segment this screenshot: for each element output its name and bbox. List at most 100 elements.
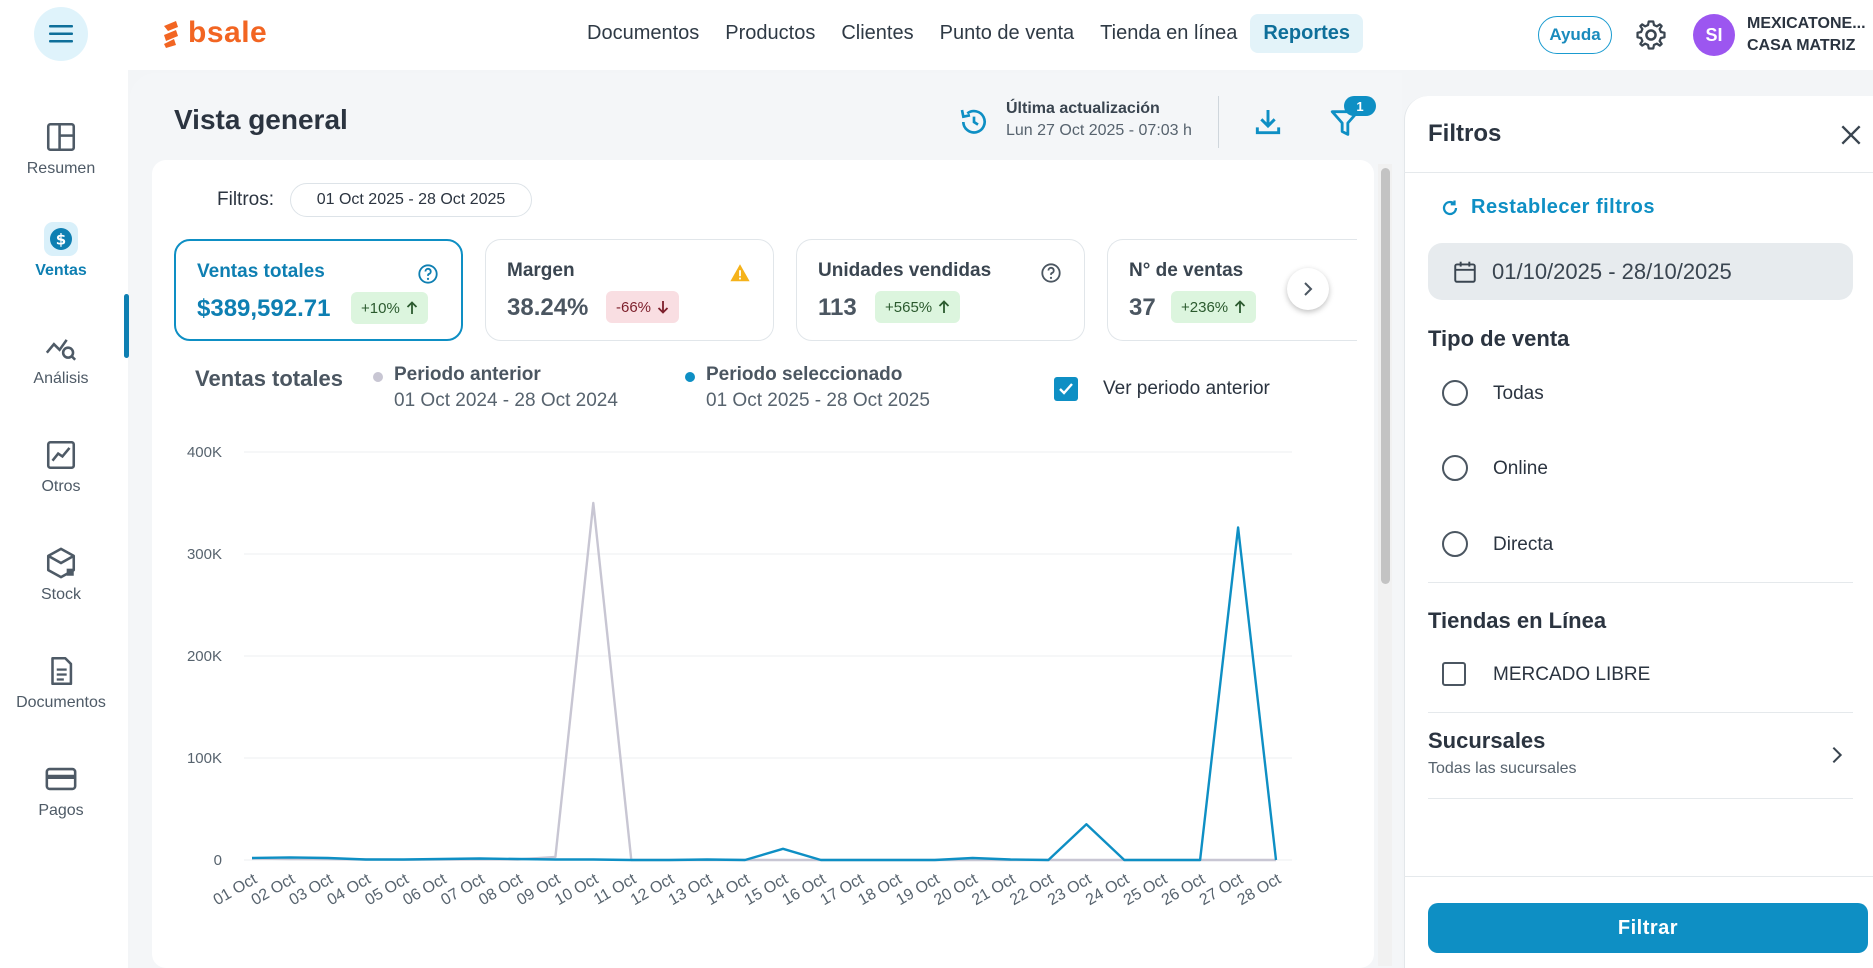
divider	[1404, 172, 1873, 173]
sidebar-item-label: Pagos	[38, 802, 84, 819]
kpi-value: 38.24%	[507, 294, 589, 321]
layout-icon	[46, 122, 76, 152]
help-button[interactable]: Ayuda	[1538, 16, 1612, 54]
kpi-value: 37	[1129, 294, 1156, 321]
sidebar-item-stock[interactable]: Stock	[0, 546, 122, 604]
kpi-title: Ventas totales	[197, 261, 325, 282]
filters-panel-title: Filtros	[1428, 120, 1502, 147]
date-range-value: 01/10/2025 - 28/10/2025	[1492, 258, 1732, 284]
kpi-title: Margen	[507, 260, 575, 281]
sucursales-title[interactable]: Sucursales	[1428, 728, 1546, 753]
update-date: Lun 27 Oct 2025 - 07:03 h	[1006, 122, 1192, 139]
sidebar-item-otros[interactable]: Otros	[0, 438, 122, 496]
kpi-ventas-totales[interactable]: Ventas totales $389,592.71 +10%	[174, 239, 463, 341]
logo-text: bsale	[188, 16, 268, 49]
legend-title: Periodo anterior	[394, 364, 541, 385]
legend-dot	[685, 372, 695, 382]
radio-directa[interactable]	[1442, 531, 1468, 557]
x-tick-label: 10 Oct	[552, 870, 602, 909]
nav-tienda-en-linea[interactable]: Tienda en línea	[1100, 22, 1238, 44]
dollar-icon: $	[44, 222, 78, 256]
help-icon[interactable]	[1040, 262, 1062, 284]
x-tick-label: 28 Oct	[1235, 870, 1285, 909]
mercado-libre-label[interactable]: MERCADO LIBRE	[1493, 664, 1651, 685]
main-nav: Documentos Productos Clientes Punto de v…	[574, 14, 1364, 53]
legend-selected: Periodo seleccionado 01 Oct 2025 - 28 Oc…	[685, 364, 930, 412]
avatar[interactable]: SI	[1693, 14, 1735, 56]
reset-filters-button[interactable]: Restablecer filtros	[1441, 196, 1655, 219]
check-icon	[1059, 383, 1073, 395]
legend-dot	[373, 372, 383, 382]
divider	[1428, 712, 1853, 713]
sidebar-item-documentos[interactable]: Documentos	[0, 654, 122, 712]
active-date-filter[interactable]: 01 Oct 2025 - 28 Oct 2025	[290, 183, 532, 217]
kpi-title: Unidades vendidas	[818, 260, 992, 281]
warning-icon	[730, 264, 750, 282]
sidebar-item-resumen[interactable]: Resumen	[0, 120, 122, 178]
filters-label: Filtros:	[217, 189, 274, 210]
sidebar-item-analisis[interactable]: Análisis	[0, 330, 122, 388]
mercado-libre-checkbox[interactable]	[1442, 662, 1466, 686]
document-icon	[51, 656, 73, 686]
kpi-title: N° de ventas	[1129, 260, 1244, 281]
box-icon	[46, 547, 76, 579]
show-previous-label[interactable]: Ver periodo anterior	[1103, 378, 1270, 399]
sidebar-item-label: Ventas	[35, 262, 87, 279]
menu-button[interactable]	[34, 7, 88, 61]
sidebar-item-label: Stock	[40, 586, 81, 603]
legend-title: Periodo seleccionado	[706, 364, 903, 385]
legend-previous: Periodo anterior 01 Oct 2024 - 28 Oct 20…	[373, 364, 618, 412]
sidebar-item-ventas[interactable]: $ Ventas	[0, 222, 122, 280]
kpi-change-badge: +565%	[875, 291, 961, 323]
sidebar-item-label: Análisis	[33, 370, 89, 387]
divider	[1404, 876, 1873, 877]
download-icon[interactable]	[1252, 106, 1284, 138]
scrollbar-thumb[interactable]	[1381, 168, 1390, 584]
sidebar: Resumen $ Ventas Análisis Otros Stock Do…	[0, 70, 129, 968]
nav-clientes[interactable]: Clientes	[841, 22, 914, 44]
legend-range: 01 Oct 2024 - 28 Oct 2024	[394, 390, 618, 411]
nav-documentos[interactable]: Documentos	[587, 22, 700, 44]
svg-text:$: $	[56, 231, 66, 249]
sidebar-item-label: Documentos	[16, 694, 106, 711]
page-title: Vista general	[174, 104, 348, 135]
chart-title: Ventas totales	[195, 366, 343, 391]
show-previous-checkbox[interactable]	[1054, 377, 1078, 401]
nav-reportes[interactable]: Reportes	[1250, 14, 1364, 53]
kpi-margen[interactable]: Margen 38.24% -66%	[485, 239, 774, 341]
kpi-change-badge: -66%	[606, 291, 680, 323]
arrow-up-icon	[938, 300, 950, 313]
sidebar-item-pagos[interactable]: Pagos	[0, 762, 122, 820]
branch-name: CASA MATRIZ	[1747, 37, 1856, 54]
help-icon[interactable]	[417, 263, 439, 285]
reset-filters-label: Restablecer filtros	[1471, 196, 1656, 218]
tipo-venta-title: Tipo de venta	[1428, 326, 1570, 351]
close-icon[interactable]	[1838, 122, 1864, 148]
gear-icon[interactable]	[1634, 18, 1668, 52]
kpi-change: +10%	[361, 299, 400, 317]
apply-filter-button[interactable]: Filtrar	[1428, 903, 1868, 953]
refresh-icon	[1442, 200, 1458, 215]
tiendas-title: Tiendas en Línea	[1428, 608, 1607, 633]
radio-directa-label[interactable]: Directa	[1493, 534, 1554, 555]
kpi-unidades-vendidas[interactable]: Unidades vendidas 113 +565%	[796, 239, 1085, 341]
divider	[1218, 96, 1219, 148]
date-range-input[interactable]: 01/10/2025 - 28/10/2025	[1428, 243, 1853, 300]
nav-punto-de-venta[interactable]: Punto de venta	[939, 22, 1075, 44]
radio-online-label[interactable]: Online	[1493, 458, 1548, 479]
refresh-clock-icon[interactable]	[958, 106, 990, 138]
radio-todas-label[interactable]: Todas	[1493, 383, 1544, 404]
top-navbar: bsale Documentos Productos Clientes Punt…	[0, 0, 1873, 70]
update-label: Última actualización	[1006, 100, 1160, 117]
bsale-logo[interactable]: bsale	[160, 16, 267, 50]
company-selector[interactable]: MEXICATONE... CASA MATRIZ	[1747, 13, 1866, 57]
radio-online[interactable]	[1442, 455, 1468, 481]
kpi-change-badge: +10%	[351, 292, 428, 324]
arrow-up-icon	[1234, 300, 1246, 313]
radio-todas[interactable]	[1442, 380, 1468, 406]
kpi-next-button[interactable]	[1287, 268, 1329, 310]
nav-productos[interactable]: Productos	[725, 22, 816, 44]
kpi-change: +565%	[885, 298, 933, 316]
chevron-right-icon[interactable]	[1826, 744, 1848, 766]
